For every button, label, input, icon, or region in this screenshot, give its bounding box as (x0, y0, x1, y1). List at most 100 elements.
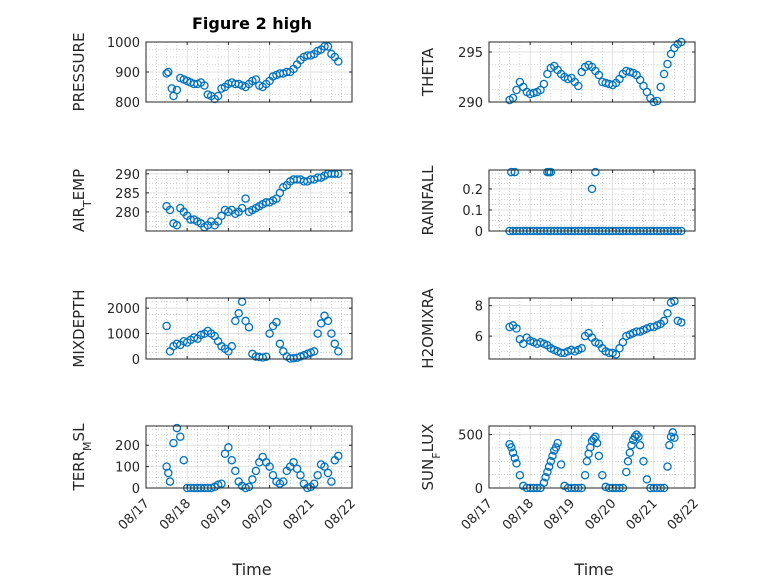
axes-box (145, 297, 353, 360)
data-point (330, 339, 340, 349)
data-point (231, 466, 240, 476)
data-point (543, 467, 552, 477)
y-tick-label: 0.1 (462, 204, 483, 219)
data-point (309, 347, 319, 356)
data-point (546, 457, 556, 466)
x-tick-label: 08/22 (322, 496, 359, 533)
subplot-air-temp: 280 285 290 AIRTEMP (70, 168, 353, 232)
x-tick-label: 08/21 (281, 496, 318, 533)
data-point (241, 194, 250, 203)
data-point (553, 438, 562, 448)
x-tick-label: 08/19 (198, 496, 235, 533)
data-point (165, 477, 175, 486)
y-axis-label-4: MIXDEPTH (70, 289, 88, 367)
y-axis-label-1: THETA (419, 47, 437, 97)
data-point (546, 167, 556, 177)
data-point (635, 440, 645, 450)
y-label-subscript: F (430, 452, 443, 458)
data-point (548, 451, 557, 461)
data-point (580, 470, 590, 480)
data-point (630, 432, 640, 441)
data-point (309, 479, 319, 488)
data-point (172, 423, 182, 433)
y-label-part: SL (70, 423, 88, 442)
data-markers (505, 37, 686, 107)
data-point (556, 460, 566, 469)
data-point (627, 440, 636, 450)
data-point (282, 67, 292, 77)
subplot-h2omixra: 6 8 H2OMIXRA (419, 288, 696, 369)
axes-box (488, 41, 696, 103)
data-point (292, 464, 302, 474)
y-label-part: AIR (70, 207, 88, 232)
x-tick-label: 08/20 (582, 496, 619, 533)
data-point (512, 459, 521, 468)
y-label-subscript: M (81, 441, 94, 451)
data-point (217, 479, 226, 488)
data-point (510, 167, 520, 177)
data-markers (162, 42, 343, 104)
data-point (172, 85, 182, 95)
data-point (169, 438, 178, 448)
data-point (508, 448, 518, 457)
data-point (327, 477, 336, 486)
data-point (639, 457, 648, 466)
data-point (634, 432, 643, 441)
data-point (227, 342, 237, 351)
y-tick-label: 500 (458, 429, 483, 444)
data-point (176, 432, 185, 441)
data-point (594, 451, 604, 461)
data-point (642, 475, 652, 484)
data-point (241, 316, 250, 326)
y-tick-label: 100 (115, 461, 140, 476)
data-point (551, 443, 561, 452)
data-point (265, 462, 274, 471)
data-point (323, 42, 333, 51)
data-markers (162, 297, 343, 363)
data-point (231, 316, 240, 326)
y-tick-label: 8 (475, 300, 483, 315)
data-point (519, 339, 528, 349)
data-point (164, 468, 173, 478)
data-point (539, 478, 549, 487)
x-tick-label: 08/17 (116, 496, 153, 533)
y-tick-label: 0 (475, 482, 483, 497)
data-point (179, 455, 189, 465)
data-point (320, 462, 329, 471)
data-point (659, 69, 669, 79)
data-point (663, 309, 672, 318)
subplot-pressure: 800 900 1000 PRESSURE (70, 33, 353, 111)
data-point (625, 67, 635, 77)
x-tick-label: 08/18 (157, 496, 194, 533)
data-point (510, 453, 520, 463)
data-point (670, 433, 679, 443)
subplot-sun-flux: 0 500 08/17 08/18 08/19 08/20 08/21 08/22 SUNFLU… (419, 424, 702, 534)
y-tick-label: 290 (458, 96, 483, 111)
data-point (275, 339, 285, 349)
y-tick-label: 295 (458, 46, 483, 61)
axes-box (488, 297, 696, 360)
x-tick-label: 08/21 (624, 496, 661, 533)
data-point (663, 462, 672, 471)
data-point (244, 482, 254, 492)
data-point (234, 309, 243, 318)
data-point (334, 451, 343, 461)
subplot-theta: 290 295 THETA (419, 37, 696, 111)
data-point (622, 467, 631, 477)
data-point (334, 57, 343, 66)
axes-box (488, 425, 696, 489)
data-point (594, 70, 604, 80)
x-tick-label: 08/17 (459, 496, 496, 533)
data-point (265, 329, 274, 338)
y-axis-label-6: TERRMSL (70, 423, 94, 492)
y-tick-label: 800 (115, 96, 140, 111)
data-point (507, 167, 516, 177)
data-point (162, 69, 171, 78)
data-point (665, 440, 674, 450)
y-tick-label: 1000 (107, 36, 140, 51)
data-point (165, 205, 175, 215)
data-point (515, 470, 525, 480)
data-point (587, 184, 597, 194)
